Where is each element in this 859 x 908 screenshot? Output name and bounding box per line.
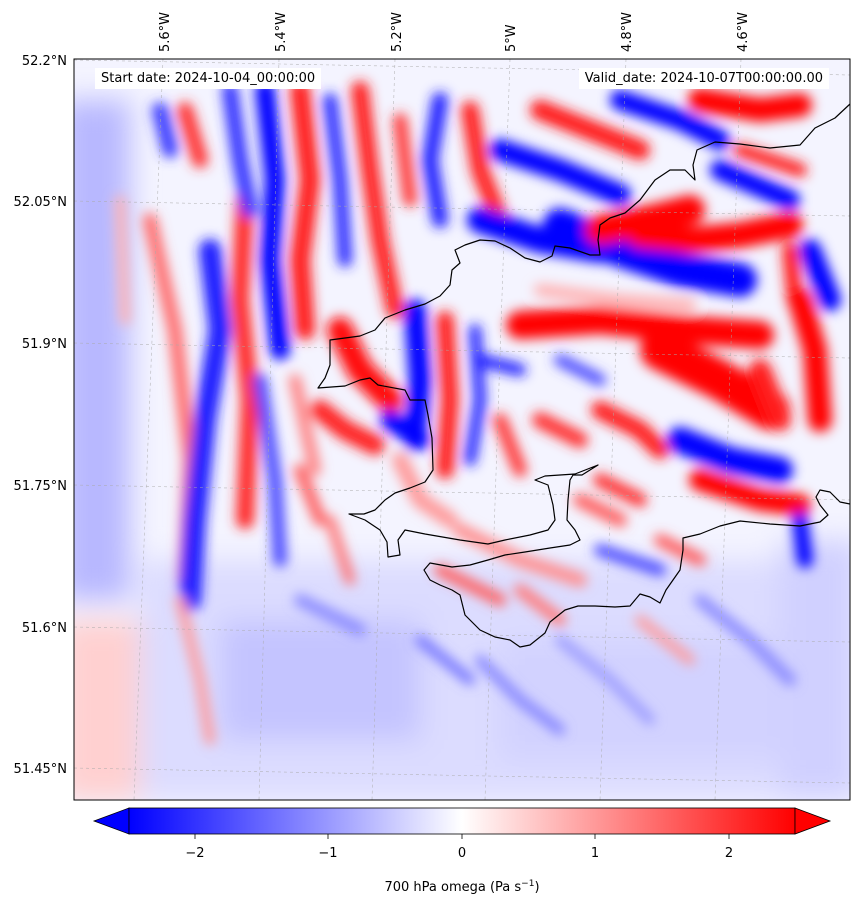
colorbar-tick-label: 2 (725, 846, 733, 861)
lat-label: 51.6°N (22, 621, 67, 636)
coastline (317, 103, 850, 648)
colorbar-tick-label: 1 (591, 846, 599, 861)
lon-label: 5.4°W (274, 12, 289, 52)
lat-label: 52.05°N (14, 195, 67, 210)
colorbar-label-exponent: −1 (521, 879, 534, 889)
map-frame (73, 58, 851, 801)
longitude-labels: 5.6°W 5.4°W 5.2°W 5°W 4.8°W 4.6°W (158, 12, 751, 52)
omega-map[interactable] (60, 59, 859, 800)
colorbar-label-end: ) (534, 880, 539, 895)
lat-label: 51.9°N (22, 337, 67, 352)
colorbar-extend-max (794, 807, 832, 835)
colorbar-tick-label: 0 (458, 846, 466, 861)
colorbar[interactable]: −2 −1 0 1 2 700 hPa omega (Pa s−1) (92, 807, 832, 895)
lat-label: 52.2°N (22, 54, 67, 69)
colorbar-ticks (194, 834, 730, 839)
colorbar-extend-min (92, 807, 130, 835)
lon-label: 5°W (504, 24, 519, 52)
colorbar-gradient (128, 807, 796, 835)
lon-label: 5.6°W (158, 12, 173, 52)
latitude-labels: 52.2°N 52.05°N 51.9°N 51.75°N 51.6°N 51.… (14, 54, 67, 777)
coastline-main (317, 103, 850, 648)
lat-label: 51.75°N (14, 479, 67, 494)
omega-streaks (115, 80, 841, 745)
colorbar-label-main: 700 hPa omega (Pa s (384, 880, 521, 895)
start-date-label: Start date: 2024-10-04_00:00:00 (95, 68, 322, 89)
lon-label: 4.8°W (620, 12, 635, 52)
lon-label: 5.2°W (390, 12, 405, 52)
colorbar-tick-label: −1 (318, 846, 337, 861)
lon-label: 4.6°W (736, 12, 751, 52)
lat-label: 51.45°N (14, 762, 67, 777)
valid-date-label: Valid_date: 2024-10-07T00:00:00.00 (578, 68, 829, 89)
colorbar-tick-label: −2 (185, 846, 204, 861)
colorbar-label: 700 hPa omega (Pa s−1) (384, 879, 539, 895)
